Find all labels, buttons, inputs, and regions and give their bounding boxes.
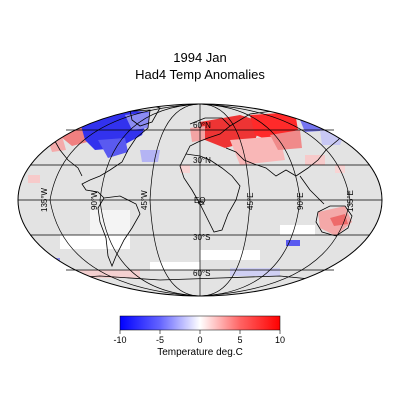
graticule <box>18 103 382 297</box>
lon-label-135e: 135°E <box>346 190 355 212</box>
lon-label-135w: 135°W <box>40 187 49 212</box>
lat-label-eq: EQ <box>194 196 206 205</box>
colorbar-label: Temperature deg.C <box>157 347 243 358</box>
colorbar <box>119 315 281 331</box>
colorbar-tick: -10 <box>113 335 126 345</box>
globe-outline <box>17 103 383 297</box>
map-title-period: 1994 Jan <box>173 50 227 65</box>
lon-label-45e: 45°E <box>246 193 255 210</box>
lon-label-90e: 90°E <box>296 193 305 210</box>
colorbar-tick: 10 <box>275 335 285 345</box>
lon-label-0: 0 <box>197 200 206 205</box>
colorbar-tick: 5 <box>237 335 242 345</box>
lat-label-30n: 30°N <box>193 156 211 165</box>
lat-label-30s: 30°S <box>193 233 210 242</box>
lon-label-45w: 45°W <box>140 190 149 210</box>
colorbar-tick: 0 <box>197 335 202 345</box>
lat-label-60n: 60°N <box>193 121 211 130</box>
lat-label-60s: 60°S <box>193 269 210 278</box>
lon-label-90w: 90°W <box>90 190 99 210</box>
map-title-dataset: Had4 Temp Anomalies <box>135 67 265 82</box>
colorbar-tick: -5 <box>156 335 164 345</box>
